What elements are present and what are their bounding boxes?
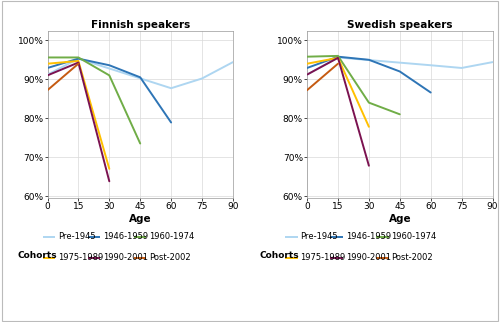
- Text: 1975-1989: 1975-1989: [58, 253, 104, 262]
- Text: 1960-1974: 1960-1974: [392, 232, 437, 241]
- Text: 1960-1974: 1960-1974: [149, 232, 194, 241]
- Text: Pre-1945: Pre-1945: [300, 232, 338, 241]
- Text: Post-2002: Post-2002: [392, 253, 433, 262]
- Text: 1990-2001: 1990-2001: [346, 253, 391, 262]
- Text: 1946-1959: 1946-1959: [346, 232, 391, 241]
- Title: Swedish speakers: Swedish speakers: [347, 20, 453, 30]
- X-axis label: Age: Age: [388, 214, 411, 224]
- Text: 1946-1959: 1946-1959: [104, 232, 148, 241]
- X-axis label: Age: Age: [129, 214, 152, 224]
- Title: Finnish speakers: Finnish speakers: [90, 20, 190, 30]
- Text: 1975-1989: 1975-1989: [300, 253, 346, 262]
- Text: Post-2002: Post-2002: [149, 253, 190, 262]
- Text: Pre-1945: Pre-1945: [58, 232, 96, 241]
- Text: 1990-2001: 1990-2001: [104, 253, 148, 262]
- Text: Cohorts: Cohorts: [260, 251, 300, 260]
- Text: Cohorts: Cohorts: [18, 251, 57, 260]
